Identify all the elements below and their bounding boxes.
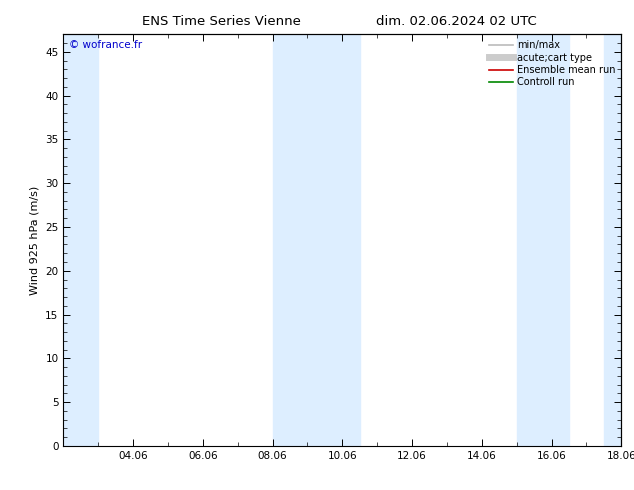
Bar (517, 34, 569, 446)
Text: ENS Time Series Vienne: ENS Time Series Vienne (143, 15, 301, 28)
Bar (273, 34, 360, 446)
Text: © wofrance.fr: © wofrance.fr (69, 41, 142, 50)
Text: dim. 02.06.2024 02 UTC: dim. 02.06.2024 02 UTC (376, 15, 537, 28)
Bar (604, 34, 621, 446)
Y-axis label: Wind 925 hPa (m/s): Wind 925 hPa (m/s) (30, 186, 40, 294)
Legend: min/max, acute;cart type, Ensemble mean run, Controll run: min/max, acute;cart type, Ensemble mean … (485, 36, 619, 91)
Bar (63, 34, 98, 446)
